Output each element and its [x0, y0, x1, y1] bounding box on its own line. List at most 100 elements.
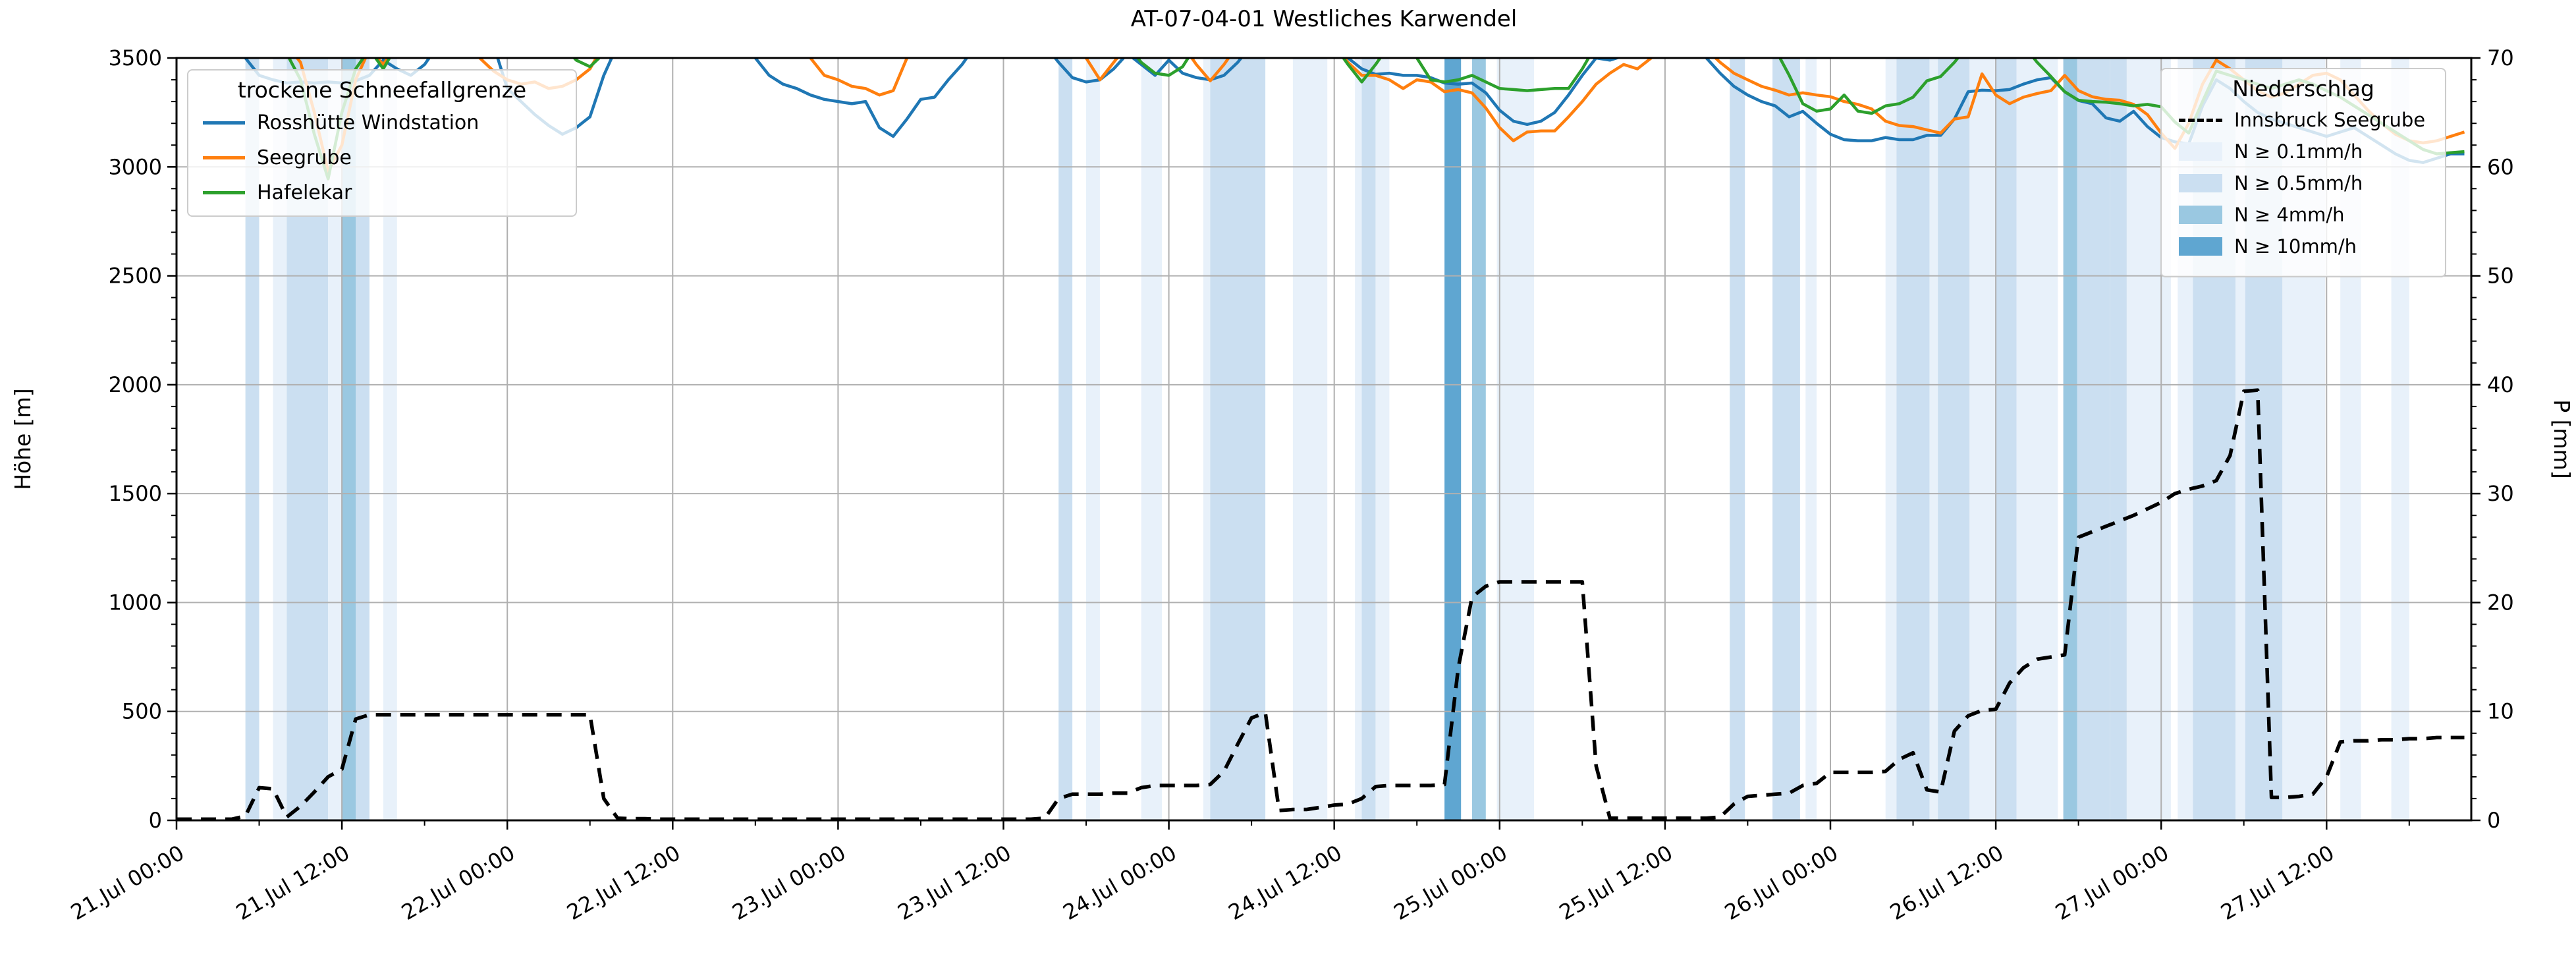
precip-band	[2063, 58, 2077, 820]
x-tick-label: 23.Jul 12:00	[893, 840, 1015, 925]
legend-snowfall-title: trockene Schneefallgrenze	[237, 77, 527, 103]
legend-item-label: N ≥ 10mm/h	[2234, 235, 2357, 258]
y-tick-label: 10	[2487, 699, 2514, 724]
precip-bands	[245, 58, 2409, 820]
legend-snowfall: trockene Schneefallgrenze Rosshütte Wind…	[187, 69, 577, 217]
precip-band	[2077, 58, 2110, 820]
seegrube-line-sample-icon	[203, 156, 245, 159]
x-tick-label: 22.Jul 00:00	[397, 840, 519, 925]
precip-band	[1444, 58, 1462, 820]
precip-band	[273, 58, 287, 820]
precip-band	[245, 58, 260, 820]
y-tick-label: 50	[2487, 264, 2514, 289]
x-tick-label: 22.Jul 12:00	[562, 840, 684, 925]
precip-band	[1471, 58, 1486, 820]
precip-band	[328, 58, 343, 820]
legend-item-label: Hafelekar	[257, 181, 352, 204]
precip-accumulation-line	[177, 388, 2465, 820]
precip-band	[1361, 58, 1376, 820]
legend-precipitation: Niederschlag Innsbruck Seegrube N ≥ 0.1m…	[2160, 68, 2446, 277]
precip-band	[1772, 58, 1800, 820]
series-line	[287, 58, 2465, 181]
precip-band	[1730, 58, 1745, 820]
legend-item-label: N ≥ 0.5mm/h	[2234, 172, 2363, 194]
legend-item-band-05: N ≥ 0.5mm/h	[2162, 167, 2445, 199]
precip-band	[383, 58, 397, 820]
precip-band	[2016, 58, 2058, 820]
x-tick-label: 24.Jul 12:00	[1224, 840, 1346, 925]
ticks	[167, 57, 2480, 830]
legend-item-label: N ≥ 0.1mm/h	[2234, 140, 2363, 163]
x-tick-labels: 21.Jul 00:00 21.Jul 12:00 22.Jul 00:00 22.J…	[67, 840, 2338, 925]
precip-band	[1058, 58, 1073, 820]
legend-item-innsbruck-seegrube: Innsbruck Seegrube	[2162, 104, 2445, 136]
precip-band	[1496, 58, 1535, 820]
rosshuette-line-sample-icon	[203, 121, 245, 125]
precip-band	[2110, 58, 2127, 820]
y-tick-label: 1500	[109, 481, 162, 506]
y-axis-label-left: Höhe [m]	[10, 388, 36, 490]
precip-band	[342, 58, 356, 820]
legend-item-band-10: N ≥ 10mm/h	[2162, 231, 2445, 262]
legend-item-rosshuette: Rosshütte Windstation	[188, 105, 576, 140]
y-tick-label: 0	[2487, 808, 2500, 833]
legend-item-band-01: N ≥ 0.1mm/h	[2162, 136, 2445, 167]
y-tick-label: 500	[122, 699, 162, 724]
y-tick-label: 40	[2487, 372, 2514, 397]
y-axis-label-right: P [mm]	[2549, 399, 2575, 478]
hafelekar-line-sample-icon	[203, 191, 245, 194]
legend-item-band-4: N ≥ 4mm/h	[2162, 199, 2445, 231]
precip-band	[1210, 58, 1266, 820]
y-tick-labels-right: 0 10 20 30 40 50 60 70	[2487, 45, 2514, 833]
x-tick-label: 26.Jul 12:00	[1886, 840, 2008, 925]
x-tick-label: 21.Jul 12:00	[232, 840, 354, 925]
band-swatch-10mm-icon	[2179, 237, 2222, 256]
y-tick-label: 2000	[109, 372, 162, 397]
y-tick-label: 60	[2487, 154, 2514, 179]
x-tick-label: 23.Jul 00:00	[728, 840, 850, 925]
precip-band	[1805, 58, 1817, 820]
y-tick-label: 1000	[109, 590, 162, 615]
precip-band	[1355, 58, 1362, 820]
precip-band	[1141, 58, 1163, 820]
y-tick-labels-left: 0 500 1000 1500 2000 2500 3000 3500	[109, 45, 162, 833]
legend-item-label: Seegrube	[257, 146, 352, 169]
chart-title: AT-07-04-01 Westliches Karwendel	[1131, 6, 1518, 32]
precip-band	[1929, 58, 1938, 820]
band-swatch-0.5mm-icon	[2179, 174, 2222, 192]
precip-band	[1203, 58, 1211, 820]
y-tick-label: 3500	[109, 45, 162, 71]
dashed-line-sample-icon	[2179, 118, 2222, 122]
y-tick-label: 3000	[109, 154, 162, 179]
precip-band	[1292, 58, 1328, 820]
x-tick-label: 21.Jul 00:00	[67, 840, 188, 925]
x-tick-label: 27.Jul 12:00	[2216, 840, 2338, 925]
plot-border	[175, 57, 2473, 822]
precip-band	[1885, 58, 1897, 820]
x-tick-label: 26.Jul 00:00	[1720, 840, 1842, 925]
precip-band	[1086, 58, 1100, 820]
legend-item-hafelekar: Hafelekar	[188, 175, 576, 210]
legend-item-label: Rosshütte Windstation	[257, 111, 480, 134]
x-tick-label: 24.Jul 00:00	[1058, 840, 1180, 925]
y-tick-label: 0	[149, 808, 162, 833]
x-tick-label: 27.Jul 00:00	[2051, 840, 2173, 925]
x-tick-label: 25.Jul 00:00	[1390, 840, 1512, 925]
legend-precipitation-title: Niederschlag	[2232, 76, 2374, 101]
y-tick-label: 70	[2487, 45, 2514, 71]
band-swatch-0.1mm-icon	[2179, 142, 2222, 161]
precip-band	[1896, 58, 1930, 820]
legend-item-seegrube: Seegrube	[188, 140, 576, 175]
legend-item-label: N ≥ 4mm/h	[2234, 204, 2345, 226]
y-tick-label: 30	[2487, 481, 2514, 506]
band-swatch-4mm-icon	[2179, 206, 2222, 224]
legend-item-label: Innsbruck Seegrube	[2234, 109, 2426, 131]
y-tick-label: 20	[2487, 590, 2514, 615]
precip-band	[1969, 58, 1996, 820]
precip-band	[1938, 58, 1970, 820]
precip-band	[1375, 58, 1390, 820]
precip-band	[356, 58, 370, 820]
y-tick-label: 2500	[109, 264, 162, 289]
